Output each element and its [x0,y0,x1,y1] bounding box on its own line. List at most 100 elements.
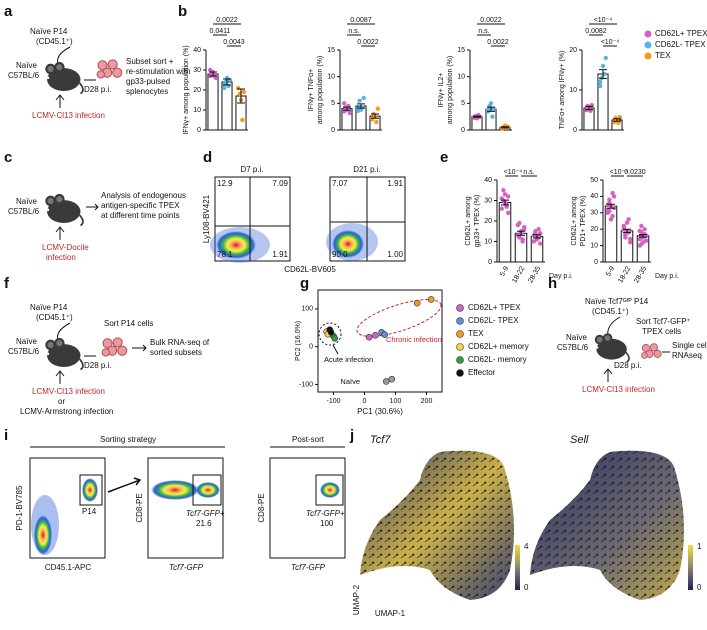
y-tick-label: 15 [457,47,465,54]
data-point [517,221,521,225]
y-tick-label: 10 [569,87,577,94]
legend-swatch [457,357,464,364]
arrow [108,478,140,492]
letter: e [440,149,448,166]
pointer [333,345,338,354]
gate-label: Tcf7-GFP+ [186,509,225,518]
y-tick-label: 30 [193,67,201,74]
quadrant: 1.91 [387,179,403,188]
colorbar [688,545,693,590]
y-tick-label: 15 [327,47,335,54]
label: C57BL/6 [8,347,40,356]
label: Subset sort + [126,57,174,66]
significance-label: 0.0411 [210,28,231,35]
axis-label: CD62L-BV605 [284,265,336,274]
data-point [607,209,611,213]
y-tick-label: 0 [309,344,313,351]
legend-swatch [645,31,652,38]
arrow [86,204,98,210]
y-tick-label: -100 [299,381,313,388]
label: Naïve [16,61,37,70]
data-point [356,109,360,113]
label: (CD45.1⁺) [36,313,73,322]
mouse [45,338,83,370]
significance-label: 0.0230 [624,169,646,176]
axis-label: UMAP-2 [352,584,361,615]
y-tick-label: 5 [331,100,335,107]
y-tick-label: 10 [327,74,335,81]
significance-label: 0.0043 [223,39,245,46]
mouse [45,62,83,94]
colorbar-label: 1 [697,542,702,551]
label: D28 p.i. [614,361,642,370]
x-tick-label: 100 [390,398,402,405]
arrow [58,47,71,64]
data-point [638,229,642,233]
cells [97,60,122,78]
gate-pct: 100 [320,519,334,528]
colorbar-label: 4 [524,542,529,551]
data-point [357,98,361,102]
data-point [348,111,352,115]
y-tick-label: 40 [193,47,201,54]
arrow [56,227,64,240]
x-tick-label: 0 [363,398,367,405]
plot-title: D21 p.i. [353,165,381,174]
label: (CD45.1⁺) [592,307,629,316]
significance-label: <10⁻⁴ [594,17,613,24]
data-point [374,120,378,124]
label: C57BL/6 [8,207,40,216]
density [320,482,340,498]
label: Naïve [16,337,37,346]
x-axis-label: Day p.i. [549,273,573,280]
data-point [533,229,537,233]
panel-f: Naïve P14 (CD45.1⁺) Naïve C57BL/6 D28 p.… [8,303,210,416]
legend-label: TEX [468,329,484,338]
velocity-arrows [530,451,684,600]
letter: b [178,3,187,20]
x-tick-label: -100 [326,398,340,405]
umap-title: Sell [570,434,589,446]
x-tick-label: 5-9 [499,265,510,277]
legend-label: CD62L+ TPEX [468,303,521,312]
x-tick-label: 18-22 [617,265,632,284]
data-point [522,225,526,229]
y-axis-label: PD1+ TPEX (%) [580,196,587,247]
legend-swatch [457,331,464,338]
y-tick-label: 30 [484,197,492,204]
data-point [642,227,646,231]
label: re-stimulation with [126,67,190,76]
legend-swatch [457,305,464,312]
letter: d [203,149,212,166]
density [151,480,199,500]
y-tick-label: 20 [590,226,598,233]
y-tick-label: 20 [484,218,492,225]
infection: infection [46,253,76,262]
label: Bulk RNA-seq of [150,338,210,347]
label: D28 p.i. [84,361,112,370]
header: Post-sort [292,435,325,444]
plot-frame [148,458,223,558]
axis-label: Tcf7-GFP [169,563,204,572]
label: Naïve Tcf7ᴳᶠᴾ P14 [585,297,649,306]
label: Sort P14 cells [104,319,153,328]
quadrant: 1.00 [387,250,403,259]
arrow [608,317,620,336]
data-point [428,296,434,302]
annotation: Naïve [340,377,360,386]
cells [641,344,661,359]
legend-swatch [457,344,464,351]
quadrant: 7.09 [272,179,288,188]
data-point [389,376,395,382]
y-tick-label: 20 [569,47,577,54]
data-point [520,237,524,241]
infection: LCMV-Cl13 infection [32,387,105,396]
data-point [383,378,389,384]
mouse [595,333,629,362]
bar [208,74,218,130]
significance-label: <10⁻⁴ [504,169,523,176]
axis-label: CD8-PE [135,493,144,522]
legend-label: TEX [655,51,671,60]
panel-c: Naïve C57BL/6 Analysis of endogenous ant… [8,191,186,262]
